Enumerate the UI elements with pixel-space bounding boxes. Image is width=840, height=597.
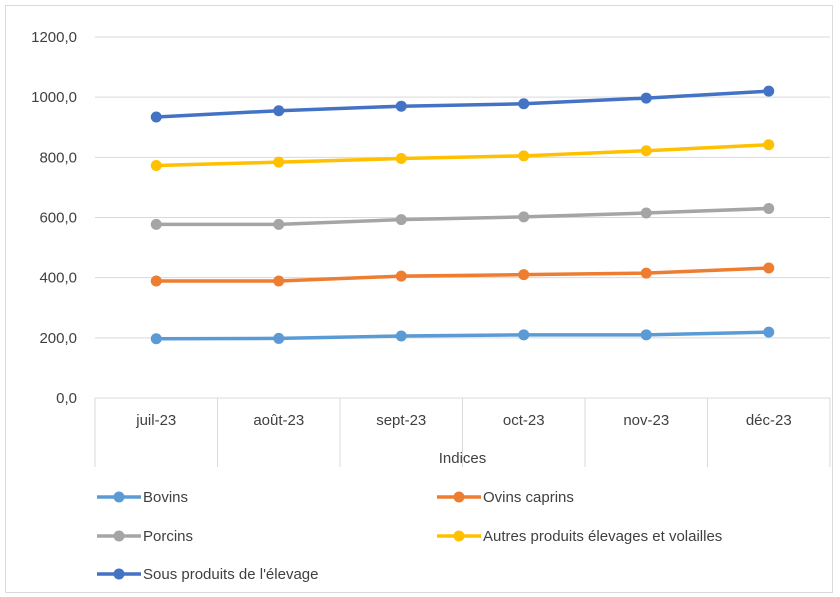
data-point	[395, 100, 407, 112]
legend-label: Autres produits élevages et volailles	[483, 528, 722, 545]
data-point	[395, 214, 407, 226]
legend: Bovins Ovins caprins Porcins Autres produit…	[97, 489, 722, 583]
legend-swatch-marker	[453, 491, 465, 503]
data-point	[518, 150, 530, 162]
y-tick-label: 600,0	[39, 210, 77, 227]
legend-swatch-marker	[113, 568, 125, 580]
data-point	[150, 111, 162, 123]
data-point	[763, 202, 775, 214]
data-point	[150, 159, 162, 171]
data-point	[763, 139, 775, 151]
legend-label: Bovins	[143, 489, 188, 506]
y-axis-ticks: 0,0 200,0 400,0 600,0 800,0 1000,0 1200,0	[31, 29, 77, 407]
data-point	[518, 329, 530, 341]
data-point	[518, 269, 530, 281]
gridlines	[95, 36, 830, 339]
series-line	[154, 206, 771, 227]
y-tick-label: 1200,0	[31, 29, 77, 46]
data-point	[150, 218, 162, 230]
series-line	[154, 142, 771, 168]
data-point	[273, 156, 285, 168]
data-point	[150, 275, 162, 287]
data-point	[273, 332, 285, 344]
y-tick-label: 0,0	[56, 390, 77, 407]
series-line	[154, 89, 771, 119]
series-line	[154, 266, 771, 283]
chart-frame	[5, 5, 833, 593]
x-axis-title: Indices	[439, 450, 487, 467]
legend-swatch-marker	[453, 530, 465, 542]
legend-item: Sous produits de l'élevage	[97, 566, 318, 583]
data-point	[395, 330, 407, 342]
data-point	[763, 85, 775, 97]
y-tick-label: 400,0	[39, 270, 77, 287]
legend-swatch-marker	[113, 491, 125, 503]
series-line	[154, 330, 771, 341]
y-tick-label: 800,0	[39, 149, 77, 166]
data-point	[395, 270, 407, 282]
legend-label: Porcins	[143, 528, 193, 545]
y-tick-label: 200,0	[39, 330, 77, 347]
x-tick-label: août-23	[253, 412, 304, 429]
data-point	[640, 145, 652, 157]
data-point	[273, 105, 285, 117]
data-point	[273, 218, 285, 230]
legend-item: Ovins caprins	[437, 489, 574, 506]
data-point	[273, 275, 285, 287]
data-point	[150, 333, 162, 345]
series-lines	[154, 89, 771, 341]
series-points	[150, 85, 775, 345]
x-tick-label: déc-23	[746, 412, 792, 429]
data-point	[763, 262, 775, 274]
legend-label: Ovins caprins	[483, 489, 574, 506]
x-tick-label: nov-23	[623, 412, 669, 429]
data-point	[640, 207, 652, 219]
legend-swatch-marker	[113, 530, 125, 542]
x-tick-label: juil-23	[135, 412, 176, 429]
data-point	[640, 267, 652, 279]
data-point	[640, 329, 652, 341]
legend-item: Porcins	[97, 528, 193, 545]
legend-item: Autres produits élevages et volailles	[437, 528, 722, 545]
data-point	[518, 211, 530, 223]
data-point	[395, 153, 407, 165]
data-point	[640, 92, 652, 104]
data-point	[518, 98, 530, 110]
x-tick-label: sept-23	[376, 412, 426, 429]
legend-item: Bovins	[97, 489, 188, 506]
x-tick-label: oct-23	[503, 412, 545, 429]
y-tick-label: 1000,0	[31, 89, 77, 106]
x-axis: juil-23 août-23 sept-23 oct-23 nov-23 déc-23	[94, 397, 831, 467]
legend-label: Sous produits de l'élevage	[143, 566, 318, 583]
data-point	[763, 326, 775, 338]
